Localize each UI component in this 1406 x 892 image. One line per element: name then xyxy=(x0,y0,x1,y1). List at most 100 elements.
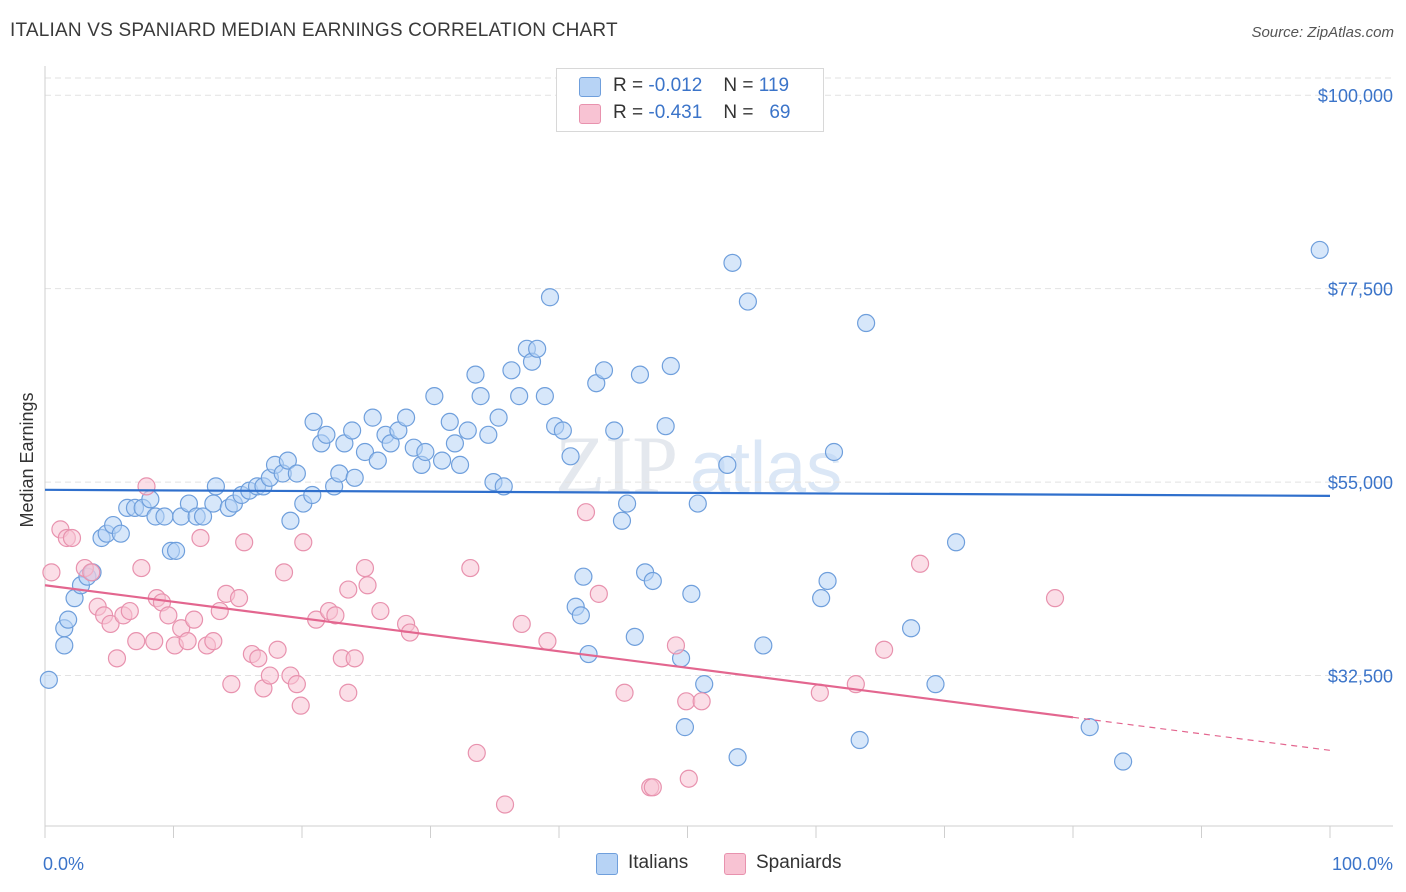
n-value: 69 xyxy=(769,102,791,123)
spaniard-point-49 xyxy=(358,576,377,595)
x-tick-label-left: 0.0% xyxy=(43,854,84,874)
r-value: -0.431 xyxy=(648,102,703,123)
italian-point-111 xyxy=(926,675,945,694)
italian-point-47 xyxy=(345,468,364,487)
y-axis-label: Median Earnings xyxy=(17,392,37,527)
italian-point-114 xyxy=(1114,752,1133,771)
italian-point-25 xyxy=(206,477,226,496)
italian-point-108 xyxy=(850,730,869,750)
y-tick-label-3: $32,500 xyxy=(1328,667,1393,687)
spaniard-point-13 xyxy=(132,558,151,578)
spaniard-point-5 xyxy=(82,563,101,582)
spaniard-point-48 xyxy=(355,558,375,578)
italian-point-66 xyxy=(479,425,498,444)
spaniard-point-30 xyxy=(235,533,254,552)
italian-point-105 xyxy=(812,589,831,608)
italian-point-85 xyxy=(594,361,614,380)
source-label: Source: ZipAtlas.com xyxy=(1251,24,1394,41)
italian-point-86 xyxy=(605,421,624,440)
spaniard-point-34 xyxy=(260,666,279,685)
spaniard-point-70 xyxy=(910,554,930,573)
italian-point-110 xyxy=(901,619,921,638)
italian-point-46 xyxy=(343,421,362,440)
spaniard-point-23 xyxy=(191,528,210,548)
italian-point-57 xyxy=(416,442,435,462)
italian-point-87 xyxy=(612,511,632,530)
italian-point-69 xyxy=(494,477,513,496)
spaniard-point-26 xyxy=(210,601,229,621)
italian-point-107 xyxy=(824,442,844,462)
legend-item-spaniards[interactable]: Spaniards xyxy=(724,852,854,876)
italian-point-23 xyxy=(193,507,213,526)
italian-point-102 xyxy=(728,748,747,767)
italian-point-70 xyxy=(502,361,521,380)
spaniard-point-32 xyxy=(249,649,268,668)
spaniard-point-3 xyxy=(62,528,82,548)
spaniard-point-56 xyxy=(512,614,531,634)
spaniard-point-35 xyxy=(268,640,287,659)
italian-point-44 xyxy=(330,464,349,483)
italian-point-54 xyxy=(396,408,416,427)
italian-point-71 xyxy=(510,387,529,406)
spaniard-point-36 xyxy=(274,563,294,582)
spaniard-point-71 xyxy=(1045,589,1065,608)
spaniard-point-12 xyxy=(127,632,146,651)
y-tick-label-1: $77,500 xyxy=(1328,280,1393,300)
italian-point-59 xyxy=(432,451,452,470)
spaniard-point-39 xyxy=(291,696,310,715)
legend-label-spaniards: Spaniards xyxy=(756,852,842,873)
spaniards-swatch xyxy=(579,104,601,124)
n-value: 119 xyxy=(758,75,790,96)
italian-point-36 xyxy=(281,511,300,530)
italian-point-0 xyxy=(39,670,58,689)
italian-point-96 xyxy=(675,718,695,737)
spaniard-point-66 xyxy=(692,692,711,711)
italian-point-17 xyxy=(155,507,174,526)
y-tick-labels: $100,000 $77,500 $55,000 $32,500 xyxy=(1318,86,1393,686)
gridlines xyxy=(45,77,1393,677)
spaniard-point-25 xyxy=(204,632,223,651)
italian-point-100 xyxy=(718,455,737,474)
spaniard-point-54 xyxy=(467,743,486,763)
spaniard-point-29 xyxy=(229,589,249,608)
spaniard-point-15 xyxy=(145,632,164,651)
spaniard-point-28 xyxy=(222,675,241,694)
italian-point-3 xyxy=(59,610,78,629)
italian-point-93 xyxy=(656,417,675,436)
italian-point-39 xyxy=(303,485,322,505)
italian-point-35 xyxy=(278,451,297,470)
stats-legend: R = -0.012 N = 119 R = -0.431 N = 69 xyxy=(556,68,824,132)
chart-title: ITALIAN VS SPANIARD MEDIAN EARNINGS CORR… xyxy=(10,20,618,41)
spaniard-point-60 xyxy=(615,683,634,702)
italian-point-104 xyxy=(754,636,773,655)
spaniard-point-64 xyxy=(677,692,696,711)
spaniard-point-69 xyxy=(875,640,894,659)
spaniard-point-63 xyxy=(666,636,686,655)
legend-label-italians: Italians xyxy=(628,852,689,873)
spaniard-point-9 xyxy=(107,649,127,668)
axes xyxy=(44,66,1393,838)
italian-point-98 xyxy=(688,494,707,513)
legend-item-italians[interactable]: Italians xyxy=(596,852,706,876)
italians-legend-swatch xyxy=(596,853,618,875)
spaniard-point-59 xyxy=(589,584,608,603)
italian-point-50 xyxy=(368,451,387,470)
italian-point-42 xyxy=(317,425,336,444)
italian-point-101 xyxy=(723,253,742,272)
italian-point-82 xyxy=(574,567,593,586)
italian-point-81 xyxy=(571,606,590,625)
y-tick-label-0: $100,000 xyxy=(1318,86,1393,106)
spaniard-point-46 xyxy=(339,580,358,599)
italian-point-58 xyxy=(425,387,444,406)
n-label: N = xyxy=(723,75,754,96)
italian-point-112 xyxy=(946,533,966,552)
spaniard-trend-extension xyxy=(1072,716,1331,751)
spaniard-point-38 xyxy=(287,675,306,694)
italians-points xyxy=(39,240,1329,771)
italian-point-37 xyxy=(287,464,306,483)
italian-point-92 xyxy=(643,571,662,591)
spaniard-point-40 xyxy=(294,533,313,552)
italian-point-19 xyxy=(166,541,186,560)
spaniard-point-58 xyxy=(576,503,596,522)
italian-point-115 xyxy=(1310,240,1329,260)
